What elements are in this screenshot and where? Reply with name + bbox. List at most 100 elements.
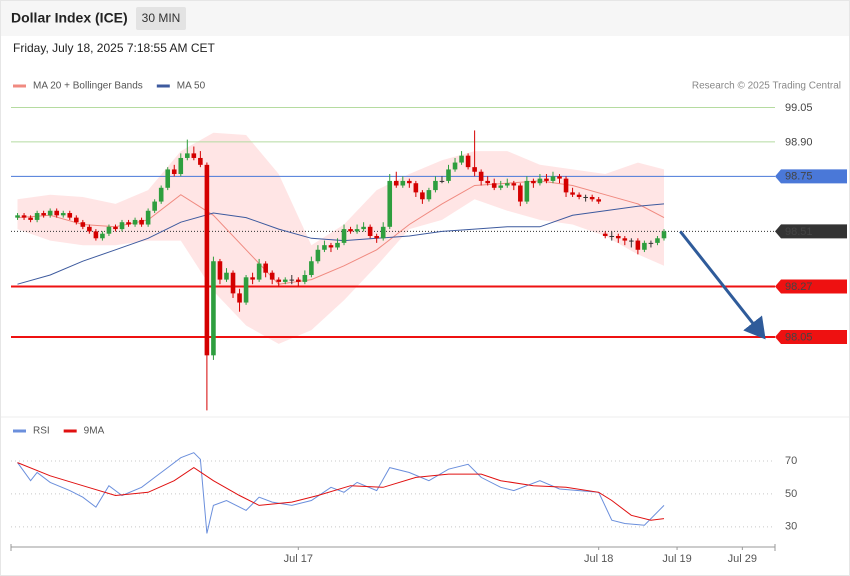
candle-body (642, 242, 647, 250)
level-label: 99.05 (785, 102, 813, 114)
candle-body (15, 215, 20, 218)
candle-body (328, 245, 334, 248)
candle-body (498, 185, 504, 188)
interval-label: 30 MIN (142, 11, 181, 25)
candle-body (21, 215, 27, 218)
candle-body (139, 219, 144, 225)
candle-body (67, 213, 73, 218)
candle-body (602, 233, 608, 236)
candle-body (655, 238, 660, 243)
candle-body (145, 210, 151, 225)
candle-body (119, 222, 125, 230)
candle-body (256, 263, 262, 280)
candle-body (191, 153, 197, 158)
x-tick-label: Jul 18 (584, 553, 613, 565)
candle-body (374, 235, 379, 239)
candle-body (315, 249, 321, 262)
candle-body (635, 240, 641, 250)
candle-body (106, 226, 112, 234)
y-tick-label: 30 (785, 521, 797, 533)
candle-body (354, 229, 360, 232)
candle-body (570, 192, 575, 195)
level-box (775, 169, 847, 184)
rsi-panel: RSI 9MA 70 50 30 Jul 17 Jul 18 Jul 19 Jul 29 (10, 426, 797, 565)
candle-body (459, 155, 464, 163)
candle-body (433, 180, 438, 191)
candle-body (648, 242, 654, 244)
candle-body (28, 217, 33, 220)
x-tick-label: Jul 19 (662, 553, 691, 565)
candle-body (263, 263, 268, 273)
candle-body (446, 169, 451, 181)
candle-body (47, 210, 53, 216)
candle-body (629, 240, 634, 242)
candle-body (387, 180, 393, 227)
legend-label: 9MA (84, 426, 105, 437)
candle-body (504, 183, 510, 186)
candle-body (622, 238, 628, 241)
candle-body (589, 196, 595, 200)
candle-body (472, 167, 477, 172)
candle-body (73, 217, 79, 223)
candle-body (478, 171, 484, 181)
candle-body (537, 178, 543, 184)
candle-body (93, 231, 99, 239)
candle-body (289, 279, 295, 281)
candle-body (518, 185, 523, 202)
candle-body (557, 176, 562, 179)
candle-body (60, 213, 66, 216)
source: Research © 2025 Trading Central (692, 81, 841, 92)
candle-body (113, 226, 118, 230)
candle-body (583, 196, 588, 198)
bollinger-band (17, 132, 664, 344)
candle-body (243, 277, 249, 303)
level-label: 98.05 (785, 331, 813, 343)
candle-body (615, 235, 621, 239)
candle-body (576, 194, 582, 197)
candle-body (276, 279, 282, 282)
candle-body (230, 272, 236, 294)
candle-body (596, 199, 601, 202)
candle-body (34, 213, 40, 220)
level-box (775, 279, 847, 294)
candle-body (309, 261, 314, 276)
candle-body (165, 169, 171, 188)
level-label: 98.27 (785, 281, 813, 293)
candle-body (269, 272, 275, 280)
candle-body (80, 222, 86, 227)
candle-body (465, 155, 471, 168)
candle-body (361, 226, 366, 230)
level-label: 98.90 (785, 136, 813, 148)
candle-body (54, 210, 60, 216)
y-tick-label: 70 (785, 455, 797, 467)
candle-body (550, 176, 556, 181)
candle-body (439, 180, 445, 182)
candle-body (87, 226, 92, 232)
legend-label: RSI (33, 426, 50, 437)
candle-body (348, 229, 353, 232)
candle-body (413, 183, 419, 193)
interval-badge[interactable] (136, 7, 186, 30)
candle-body (158, 187, 164, 202)
candle-body (407, 180, 412, 184)
forecast-arrow (679, 230, 766, 340)
candle-body (380, 226, 386, 239)
y-tick-label: 50 (785, 488, 797, 500)
candle-body (198, 157, 203, 165)
candle-body (302, 275, 308, 282)
candle-body (511, 183, 517, 186)
candle-body (171, 169, 177, 175)
candle-body (544, 178, 549, 181)
candle-body (178, 157, 184, 175)
x-tick-label: Jul 29 (728, 553, 757, 565)
candle-body (100, 233, 105, 239)
candle-body (217, 261, 223, 280)
level-box (775, 329, 847, 344)
candle-body (152, 201, 157, 211)
candle-body (322, 245, 327, 250)
price-panel: MA 20 + Bollinger Bands MA 50 99.05 98.90 98… (11, 81, 847, 411)
candle-body (282, 279, 288, 282)
header-bar (1, 1, 849, 36)
